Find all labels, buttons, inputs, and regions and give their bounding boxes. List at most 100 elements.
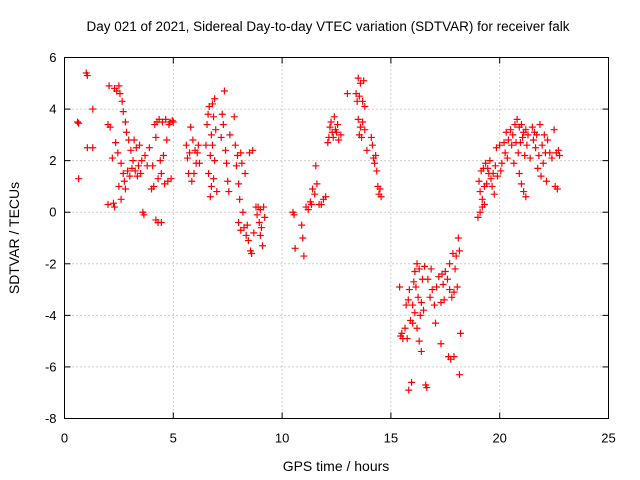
data-point	[358, 133, 366, 141]
y-tick-label: -2	[45, 256, 57, 271]
data-point	[300, 252, 308, 260]
data-point	[430, 301, 438, 309]
data-point	[309, 185, 317, 193]
data-point	[501, 149, 509, 157]
tick-labels: 0 5 10 15 20 25 -8 -6 -4 -2 0 2 4 6	[45, 50, 616, 446]
data-point	[312, 162, 320, 170]
data-point	[208, 141, 216, 149]
data-point	[183, 154, 191, 162]
data-point	[304, 206, 312, 214]
data-point	[330, 113, 338, 121]
data-point	[524, 131, 532, 139]
data-point	[249, 146, 257, 154]
data-point	[490, 190, 498, 198]
data-point	[224, 177, 232, 185]
data-point	[236, 195, 244, 203]
data-point	[536, 121, 544, 129]
data-point	[405, 286, 413, 294]
data-point	[290, 211, 298, 219]
data-point	[291, 244, 299, 252]
data-point	[157, 170, 165, 178]
data-point	[523, 141, 531, 149]
data-point	[443, 275, 451, 283]
data-point	[488, 182, 496, 190]
axis-ticks	[64, 57, 609, 419]
data-point	[75, 175, 83, 183]
data-point	[494, 172, 502, 180]
data-point	[130, 136, 138, 144]
data-point	[237, 149, 245, 157]
data-point	[514, 149, 522, 157]
data-point	[508, 141, 516, 149]
data-point	[218, 110, 226, 118]
data-point	[242, 231, 250, 239]
data-point	[548, 154, 556, 162]
data-point	[360, 77, 368, 85]
data-point	[553, 185, 561, 193]
x-tick-label: 10	[275, 431, 289, 446]
data-point	[186, 149, 194, 157]
data-point	[223, 159, 231, 167]
data-point	[517, 121, 525, 129]
data-point	[426, 293, 434, 301]
data-point	[211, 95, 219, 103]
data-point	[119, 170, 127, 178]
data-point	[205, 170, 213, 178]
x-tick-label: 25	[601, 431, 615, 446]
data-point	[372, 151, 380, 159]
data-point	[475, 177, 483, 185]
data-point	[414, 293, 422, 301]
data-point	[402, 301, 410, 309]
data-point	[141, 151, 149, 159]
data-point	[478, 195, 486, 203]
data-point	[409, 319, 417, 327]
data-point	[232, 162, 240, 170]
data-point	[241, 170, 249, 178]
data-point	[256, 231, 264, 239]
data-point	[154, 175, 162, 183]
data-point	[497, 167, 505, 175]
data-point	[121, 185, 129, 193]
data-point	[189, 136, 197, 144]
data-point	[521, 151, 529, 159]
data-points	[74, 69, 564, 394]
data-point	[544, 136, 552, 144]
data-point	[509, 131, 517, 139]
data-point	[513, 115, 521, 123]
data-point	[511, 121, 519, 129]
plot-frame	[64, 57, 609, 419]
data-point	[411, 309, 419, 317]
data-point	[491, 162, 499, 170]
data-point	[451, 265, 459, 273]
data-point	[206, 193, 214, 201]
data-point	[373, 167, 381, 175]
data-point	[540, 131, 548, 139]
y-tick-label: 0	[49, 205, 56, 220]
data-point	[210, 113, 218, 121]
data-point	[150, 182, 158, 190]
data-point	[409, 301, 417, 309]
data-point	[313, 180, 321, 188]
data-point	[156, 157, 164, 165]
data-point	[203, 121, 211, 129]
data-point	[112, 139, 120, 147]
data-point	[532, 144, 540, 152]
data-point	[412, 283, 420, 291]
data-point	[533, 131, 541, 139]
data-point	[535, 151, 543, 159]
data-point	[134, 162, 142, 170]
data-point	[371, 159, 379, 167]
data-point	[211, 157, 219, 165]
data-point	[333, 128, 340, 136]
data-point	[507, 126, 515, 134]
data-point	[415, 337, 423, 345]
data-point	[149, 162, 157, 170]
data-point	[517, 180, 525, 188]
y-tick-label: -8	[45, 411, 57, 426]
data-point	[115, 82, 123, 90]
data-point	[117, 195, 125, 203]
data-point	[516, 139, 524, 147]
data-point	[526, 154, 534, 162]
data-point	[423, 384, 431, 392]
data-point	[104, 200, 112, 208]
